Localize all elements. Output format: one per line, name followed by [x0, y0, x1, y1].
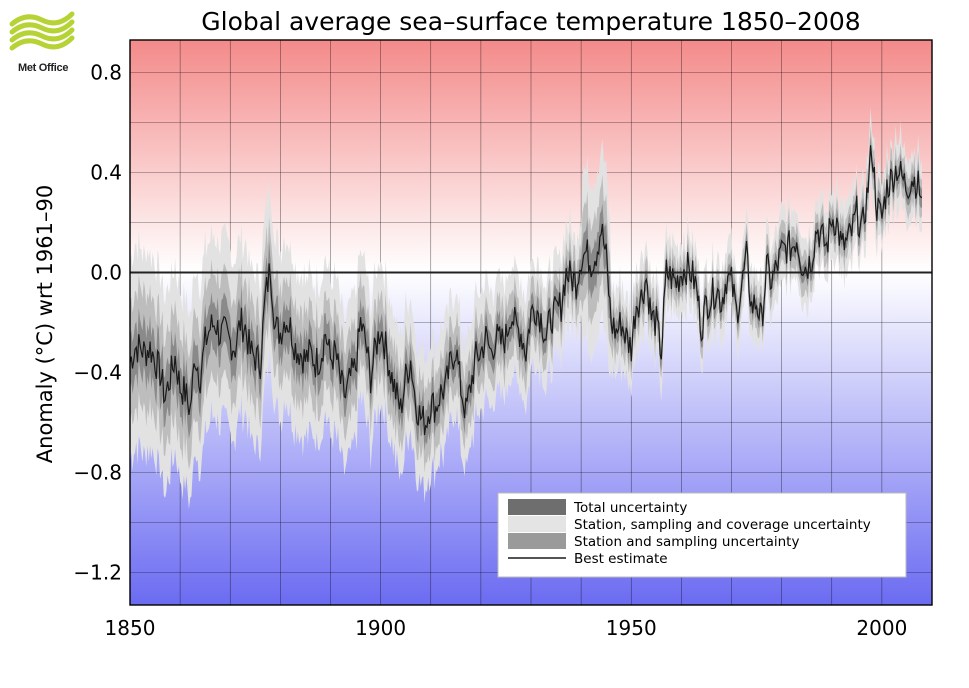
y-tick-label: 0.8: [90, 61, 122, 85]
met-office-wave-icon: [9, 11, 75, 51]
axis-ticks: 0.8 0.4 0.0 −0.4 −0.8 −1.2 1850 1900 1950 2000: [73, 61, 907, 641]
legend-label: Total uncertainty: [573, 500, 687, 516]
coverage-uncertainty-band: [130, 125, 922, 474]
legend-swatch: [508, 533, 566, 549]
x-tick-label: 1900: [355, 616, 406, 640]
logo-wave: [9, 35, 75, 51]
total-uncertainty-band: [130, 107, 922, 510]
y-tick-label: −0.4: [73, 361, 122, 385]
logo-wave: [9, 11, 75, 27]
x-tick-label: 1950: [606, 616, 657, 640]
x-tick-label: 1850: [105, 616, 156, 640]
x-tick-label: 2000: [856, 616, 907, 640]
uncertainty-bands: [130, 107, 922, 510]
met-office-logo: Met Office: [6, 6, 86, 76]
y-tick-label: −0.8: [73, 461, 122, 485]
legend-swatch: [508, 516, 566, 532]
y-tick-label: 0.0: [90, 261, 122, 285]
legend-label: Best estimate: [574, 551, 668, 567]
logo-wave: [9, 19, 75, 35]
legend-label: Station, sampling and coverage uncertain…: [574, 517, 871, 533]
legend-swatch: [508, 499, 566, 515]
y-axis-label: Anomaly (°C) wrt 1961–90: [33, 185, 57, 463]
met-office-logo-text: Met Office: [18, 62, 69, 74]
chart-title: Global average sea–surface temperature 1…: [201, 7, 860, 36]
best-estimate-line: [129, 145, 923, 436]
y-tick-label: 0.4: [90, 161, 122, 185]
legend-label: Station and sampling uncertainty: [574, 534, 799, 550]
best-estimate-lines: [129, 145, 923, 436]
logo-wave: [9, 27, 75, 43]
y-tick-label: −1.2: [73, 561, 122, 585]
plot-frame: [129, 39, 933, 606]
